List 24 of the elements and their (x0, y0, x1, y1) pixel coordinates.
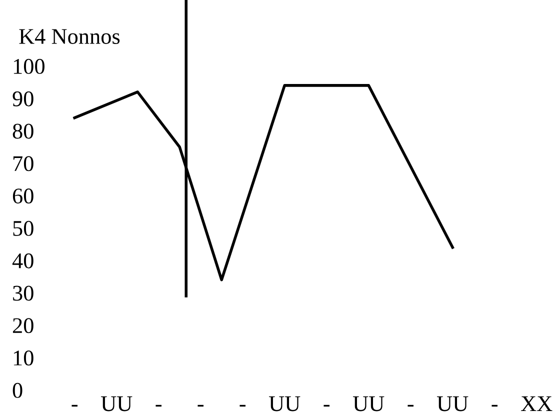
y-tick-label: 0 (12, 382, 22, 398)
x-tick-label: XX (521, 396, 552, 411)
x-tick-label: UU (269, 396, 300, 412)
x-tick-label: - (492, 404, 498, 407)
y-tick-label: 70 (13, 156, 34, 172)
x-tick-label: - (72, 404, 78, 407)
x-tick-label: - (324, 404, 330, 407)
x-tick-label: UU (437, 396, 468, 412)
x-tick-label: UU (101, 396, 132, 412)
y-tick-label: 50 (13, 220, 34, 236)
y-tick-label: 30 (13, 286, 34, 301)
y-tick-label: 10 (14, 350, 34, 366)
x-tick-label: - (240, 404, 246, 407)
y-tick-label: 90 (12, 91, 34, 106)
x-tick-label: - (156, 404, 162, 407)
y-tick-label: 60 (12, 188, 34, 204)
chart-title: K4 Nonnos (19, 29, 120, 44)
y-tick-label: 80 (12, 124, 34, 139)
x-tick-label: - (408, 404, 414, 407)
y-tick-label: 100 (14, 58, 44, 74)
x-tick-label: - (198, 404, 204, 407)
y-tick-label: 40 (12, 253, 34, 268)
y-tick-label: 20 (12, 318, 34, 334)
x-tick-label: UU (353, 396, 384, 412)
